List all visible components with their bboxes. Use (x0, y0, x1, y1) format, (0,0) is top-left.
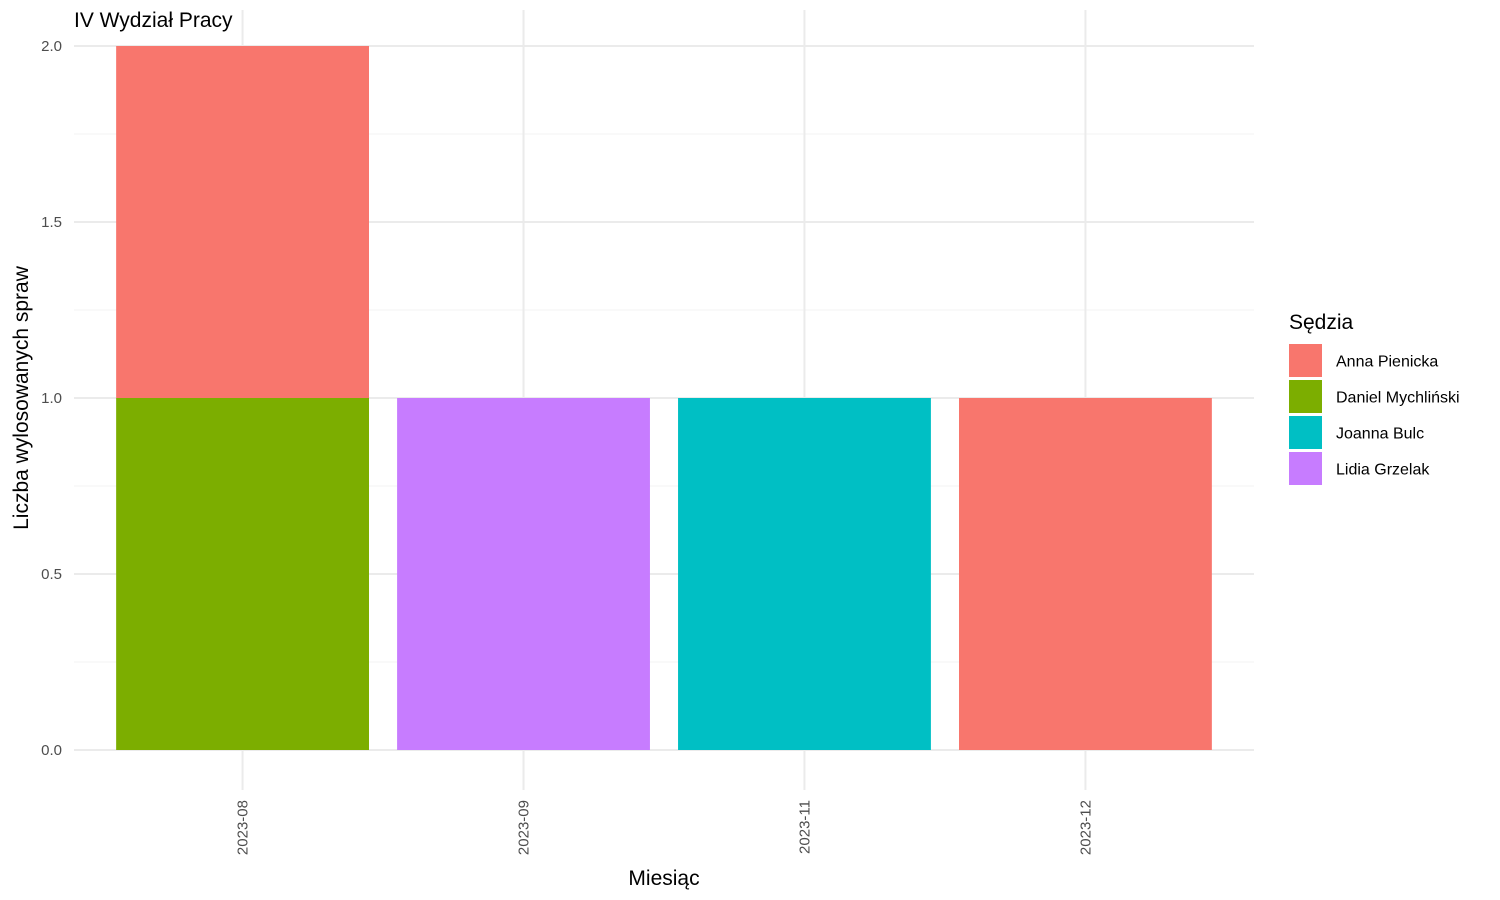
y-tick-label: 2.0 (41, 38, 62, 55)
legend-key (1289, 380, 1322, 413)
y-tick-label: 1.5 (41, 214, 62, 231)
legend-items: Anna Pienicka Daniel Mychliński Joanna Bul… (1289, 344, 1460, 485)
legend-key (1289, 452, 1322, 485)
legend-label: Lidia Grzelak (1336, 462, 1430, 479)
x-tick-label: 2023-09 (516, 800, 533, 855)
legend-label: Anna Pienicka (1336, 354, 1438, 371)
bar-2023-12-anna-pienicka (959, 398, 1212, 750)
x-tick-label: 2023-12 (1077, 800, 1094, 855)
y-axis-title: Liczba wylosowanych spraw (10, 265, 33, 530)
y-tick-label: 0.0 (41, 742, 62, 759)
x-tick-label: 2023-11 (796, 800, 813, 854)
x-tick-label: 2023-08 (235, 800, 252, 855)
legend-title: Sędzia (1289, 311, 1354, 334)
bar-2023-09-lidia-grzelak (397, 398, 650, 750)
legend-label: Daniel Mychliński (1336, 390, 1460, 407)
legend: Sędzia Anna Pienicka Daniel Mychliński Joa… (1289, 311, 1460, 485)
legend-key (1289, 416, 1322, 449)
bar-2023-08-daniel-mychliński (116, 398, 370, 750)
bars (116, 46, 1212, 750)
x-axis-title: Miesiąc (628, 867, 699, 890)
chart-title: IV Wydział Pracy (74, 9, 233, 32)
bar-2023-11-joanna-bulc (678, 398, 931, 750)
legend-label: Joanna Bulc (1336, 426, 1424, 443)
x-axis-ticks: 2023-08 2023-09 2023-11 2023-12 (235, 800, 1095, 855)
legend-key (1289, 344, 1322, 377)
y-axis-ticks: 0.0 0.5 1.0 1.5 2.0 (41, 38, 62, 759)
bar-2023-08-anna-pienicka (116, 46, 370, 398)
y-tick-label: 0.5 (41, 566, 62, 583)
y-tick-label: 1.0 (41, 390, 62, 407)
